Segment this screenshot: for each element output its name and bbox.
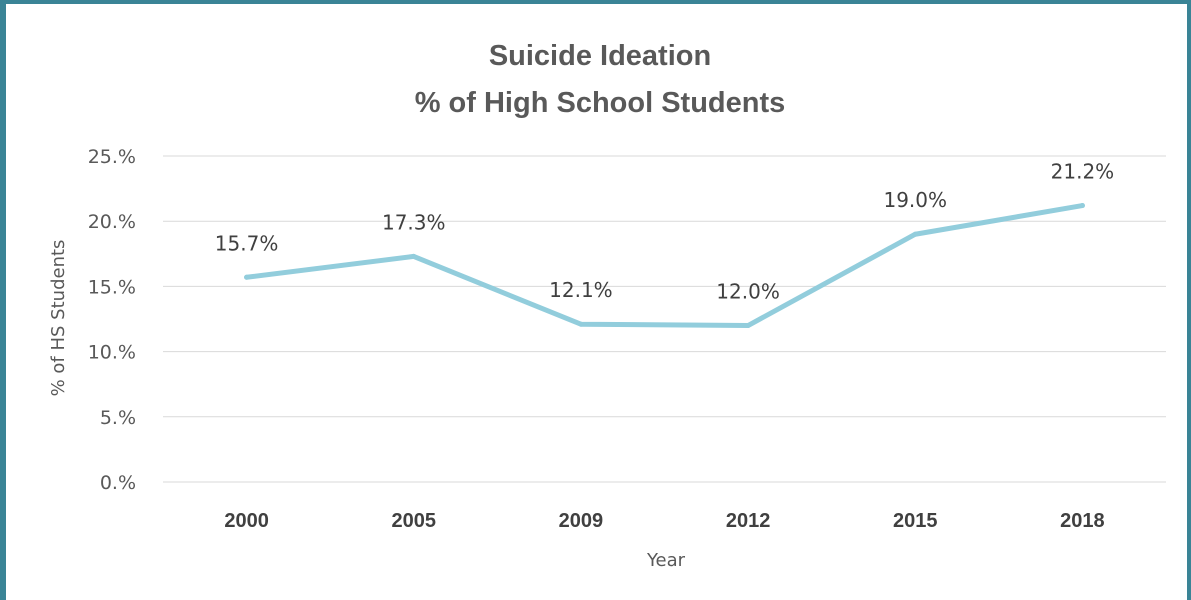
series-line xyxy=(244,203,1085,329)
data-point xyxy=(244,274,250,280)
x-tick-label: 2018 xyxy=(1060,510,1105,532)
data-point xyxy=(411,253,417,259)
x-tick-label: 2000 xyxy=(224,510,269,532)
data-label: 17.3% xyxy=(382,210,446,234)
y-axis-ticks: 0.% 5.% 10.% 15.% 20.% 25.% xyxy=(88,146,136,494)
data-label: 12.1% xyxy=(549,278,613,302)
y-tick-label: 5.% xyxy=(100,407,136,429)
y-tick-label: 25.% xyxy=(88,146,136,168)
x-axis-label: Year xyxy=(646,550,686,571)
chart-title-line-1: Suicide Ideation xyxy=(489,40,711,72)
y-tick-label: 10.% xyxy=(88,342,136,364)
x-axis-ticks: 2000 2005 2009 2012 2015 2018 xyxy=(224,510,1104,532)
data-point xyxy=(745,323,751,329)
data-point xyxy=(578,321,584,327)
data-label: 19.0% xyxy=(883,188,947,212)
data-point xyxy=(912,231,918,237)
x-tick-label: 2012 xyxy=(726,510,771,532)
x-tick-label: 2009 xyxy=(559,510,604,532)
x-tick-label: 2015 xyxy=(893,510,938,532)
data-label: 21.2% xyxy=(1051,160,1115,184)
data-labels: 15.7% 17.3% 12.1% 12.0% 19.0% 21.2% xyxy=(215,160,1114,304)
series-layer xyxy=(244,203,1085,329)
y-axis-label: % of HS Students xyxy=(48,240,69,397)
data-point xyxy=(1079,203,1085,209)
gridlines xyxy=(163,155,1166,483)
data-label: 12.0% xyxy=(716,280,780,304)
chart-title-line-2: % of High School Students xyxy=(415,87,786,119)
data-label: 15.7% xyxy=(215,231,279,255)
y-tick-label: 0.% xyxy=(100,472,136,494)
y-tick-label: 15.% xyxy=(88,276,136,298)
x-tick-label: 2005 xyxy=(392,510,437,532)
y-tick-label: 20.% xyxy=(88,211,136,233)
